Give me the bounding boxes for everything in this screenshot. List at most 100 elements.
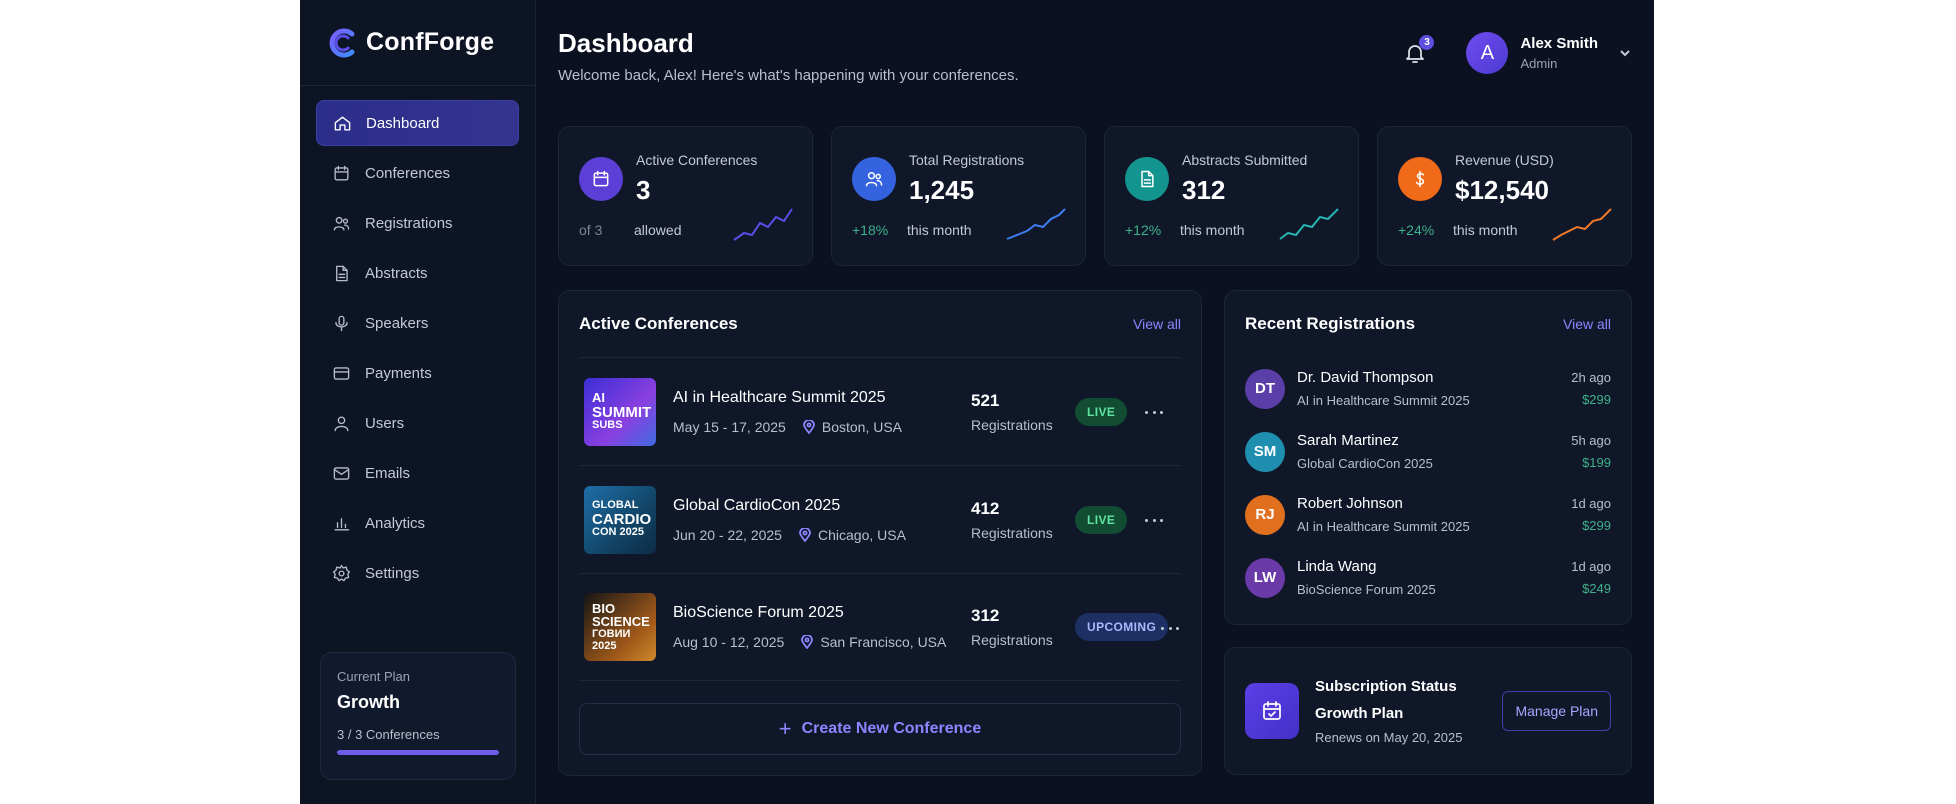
credit-card-icon bbox=[331, 363, 351, 383]
create-conference-label: Create New Conference bbox=[801, 720, 982, 737]
registrant-name: Sarah Martinez bbox=[1297, 432, 1399, 449]
conference-row[interactable]: GLOBAL CARDIO CON 2025 Global CardioCon … bbox=[579, 465, 1181, 573]
file-icon bbox=[331, 263, 351, 283]
manage-plan-button[interactable]: Manage Plan bbox=[1502, 691, 1611, 731]
registration-amount: $199 bbox=[1582, 455, 1611, 470]
plan-progress-bar bbox=[337, 750, 499, 755]
view-all-link[interactable]: View all bbox=[1563, 316, 1611, 332]
stat-card-total-registrations[interactable]: Total Registrations 1,245 +18% this month bbox=[831, 126, 1086, 266]
list-item[interactable]: SM Sarah Martinez Global CardioCon 2025 5… bbox=[1245, 420, 1611, 483]
file-icon bbox=[1125, 157, 1169, 201]
status-badge: LIVE bbox=[1075, 397, 1128, 426]
sidebar-item-settings[interactable]: Settings bbox=[316, 550, 519, 596]
stat-value: 3 bbox=[636, 175, 651, 205]
stat-card-active-conferences[interactable]: Active Conferences 3 of 3 allowed bbox=[558, 126, 813, 266]
panel-title: Recent Registrations bbox=[1245, 314, 1416, 333]
status-badge: LIVE bbox=[1075, 505, 1128, 534]
subscription-plan: Growth Plan bbox=[1315, 704, 1404, 722]
sidebar-item-label: Emails bbox=[365, 464, 411, 482]
chevron-down-icon[interactable] bbox=[1618, 46, 1632, 60]
sidebar-item-abstracts[interactable]: Abstracts bbox=[316, 250, 519, 296]
registration-amount: $299 bbox=[1582, 518, 1611, 533]
panel-title: Active Conferences bbox=[579, 314, 738, 333]
calendar-icon bbox=[1245, 683, 1299, 739]
stat-value: 1,245 bbox=[909, 175, 975, 205]
conference-thumbnail: AI SUMMIT SUBS bbox=[584, 377, 656, 446]
home-icon bbox=[332, 113, 352, 133]
location-pin-icon bbox=[798, 526, 812, 542]
sidebar-item-dashboard[interactable]: Dashboard bbox=[316, 100, 519, 146]
user-name: Alex Smith bbox=[1520, 35, 1598, 52]
microphone-icon bbox=[331, 313, 351, 333]
stat-card-abstracts-submitted[interactable]: Abstracts Submitted 312 +12% this month bbox=[1104, 126, 1359, 266]
sidebar-item-label: Dashboard bbox=[366, 114, 440, 132]
sidebar: ConfForge Dashboard Conferences Registra… bbox=[300, 0, 536, 804]
users-icon bbox=[331, 213, 351, 233]
bar-chart-icon bbox=[331, 513, 351, 533]
avatar[interactable]: A bbox=[1466, 32, 1509, 74]
location-pin-icon bbox=[800, 634, 814, 650]
thumbnail-text: GLOBAL bbox=[592, 499, 639, 512]
notifications-button[interactable]: 3 bbox=[1400, 35, 1435, 68]
active-conferences-panel: Active Conferences View all AI SUMMIT SU… bbox=[558, 290, 1202, 776]
conference-row[interactable]: AI SUMMIT SUBS AI in Healthcare Summit 2… bbox=[579, 357, 1181, 465]
avatar: DT bbox=[1245, 368, 1285, 409]
user-info[interactable]: Alex Smith Admin bbox=[1520, 35, 1598, 71]
gear-icon bbox=[331, 563, 351, 583]
stat-value: $12,540 bbox=[1455, 175, 1549, 205]
conference-name: BioScience Forum 2025 bbox=[673, 604, 844, 621]
more-options-icon[interactable] bbox=[1145, 514, 1163, 526]
stat-suffix: this month bbox=[907, 222, 972, 238]
avatar: LW bbox=[1245, 557, 1285, 598]
conference-row[interactable]: BIO SCIENCE ГОВИИ 2025 BioScience Forum … bbox=[579, 573, 1181, 681]
avatar: RJ bbox=[1245, 494, 1285, 535]
app-window: ConfForge Dashboard Conferences Registra… bbox=[300, 0, 1654, 804]
registrant-conference: BioScience Forum 2025 bbox=[1297, 582, 1436, 597]
app-name: ConfForge bbox=[366, 28, 495, 56]
registration-count-label: Registrations bbox=[971, 524, 1053, 541]
page-subtitle: Welcome back, Alex! Here's what's happen… bbox=[558, 67, 1019, 84]
more-options-icon[interactable] bbox=[1145, 406, 1163, 418]
conference-dates: May 15 - 17, 2025 bbox=[673, 418, 786, 435]
registration-amount: $299 bbox=[1582, 392, 1611, 407]
subscription-title: Subscription Status bbox=[1315, 677, 1457, 695]
stat-label: Active Conferences bbox=[636, 152, 758, 168]
registration-count: 521 bbox=[971, 390, 1000, 410]
sparkline bbox=[1006, 208, 1066, 240]
sidebar-item-users[interactable]: Users bbox=[316, 400, 519, 446]
sidebar-item-registrations[interactable]: Registrations bbox=[316, 200, 519, 246]
thumbnail-text: AI bbox=[592, 390, 605, 406]
registration-time: 1d ago bbox=[1571, 559, 1611, 574]
conference-thumbnail: BIO SCIENCE ГОВИИ 2025 bbox=[584, 593, 656, 661]
conference-name: AI in Healthcare Summit 2025 bbox=[673, 388, 886, 406]
stat-card-revenue[interactable]: Revenue (USD) $12,540 +24% this month bbox=[1377, 126, 1632, 266]
sidebar-item-emails[interactable]: Emails bbox=[316, 450, 519, 496]
view-all-link[interactable]: View all bbox=[1133, 316, 1181, 332]
create-conference-button[interactable]: + Create New Conference bbox=[579, 703, 1181, 755]
plan-label: Current Plan bbox=[337, 669, 410, 684]
sidebar-nav: Dashboard Conferences Registrations Abst… bbox=[300, 86, 535, 596]
logo[interactable]: ConfForge bbox=[300, 0, 535, 86]
list-item[interactable]: LW Linda Wang BioScience Forum 2025 1d ag… bbox=[1245, 546, 1611, 609]
subscription-renewal: Renews on May 20, 2025 bbox=[1315, 729, 1463, 745]
sidebar-item-label: Users bbox=[365, 414, 405, 432]
thumbnail-text: ГОВИИ 2025 bbox=[592, 628, 631, 652]
sidebar-item-analytics[interactable]: Analytics bbox=[316, 500, 519, 546]
main-content: Dashboard Welcome back, Alex! Here's wha… bbox=[536, 0, 1654, 804]
stat-label: Abstracts Submitted bbox=[1182, 152, 1308, 168]
sidebar-item-label: Speakers bbox=[365, 314, 429, 332]
panels-row: Active Conferences View all AI SUMMIT SU… bbox=[558, 290, 1632, 776]
calendar-icon bbox=[579, 157, 623, 201]
stat-value: 312 bbox=[1182, 175, 1226, 205]
stat-suffix: this month bbox=[1453, 222, 1518, 238]
list-item[interactable]: RJ Robert Johnson AI in Healthcare Summit… bbox=[1245, 483, 1611, 546]
stat-change: +18% bbox=[852, 222, 889, 238]
status-badge: UPCOMING bbox=[1075, 613, 1169, 641]
page-title: Dashboard bbox=[558, 28, 694, 58]
more-options-icon[interactable] bbox=[1161, 622, 1179, 634]
sidebar-item-conferences[interactable]: Conferences bbox=[316, 150, 519, 196]
sidebar-item-payments[interactable]: Payments bbox=[316, 350, 519, 396]
sidebar-item-speakers[interactable]: Speakers bbox=[316, 300, 519, 346]
list-item[interactable]: DT Dr. David Thompson AI in Healthcare Su… bbox=[1245, 357, 1611, 420]
sidebar-item-label: Payments bbox=[365, 364, 432, 382]
